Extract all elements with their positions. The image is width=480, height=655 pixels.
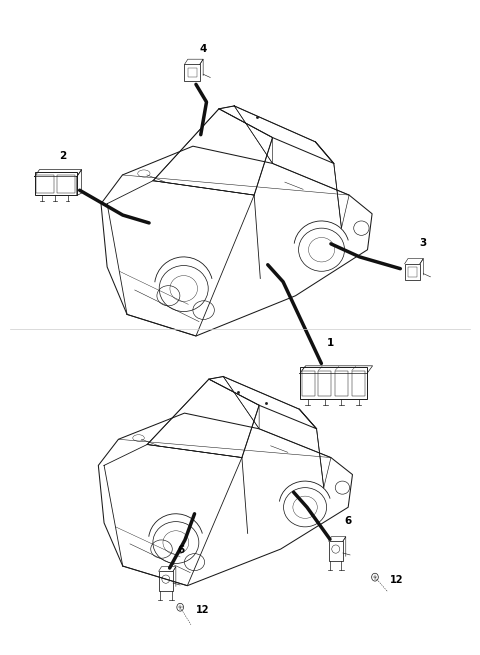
Text: 6: 6 — [344, 516, 351, 526]
Text: 6: 6 — [178, 545, 185, 555]
Text: 12: 12 — [196, 605, 209, 615]
Text: 1: 1 — [327, 339, 335, 348]
Text: 12: 12 — [390, 575, 404, 585]
Text: 4: 4 — [199, 45, 207, 54]
Text: 2: 2 — [60, 151, 67, 161]
Text: 3: 3 — [420, 238, 427, 248]
